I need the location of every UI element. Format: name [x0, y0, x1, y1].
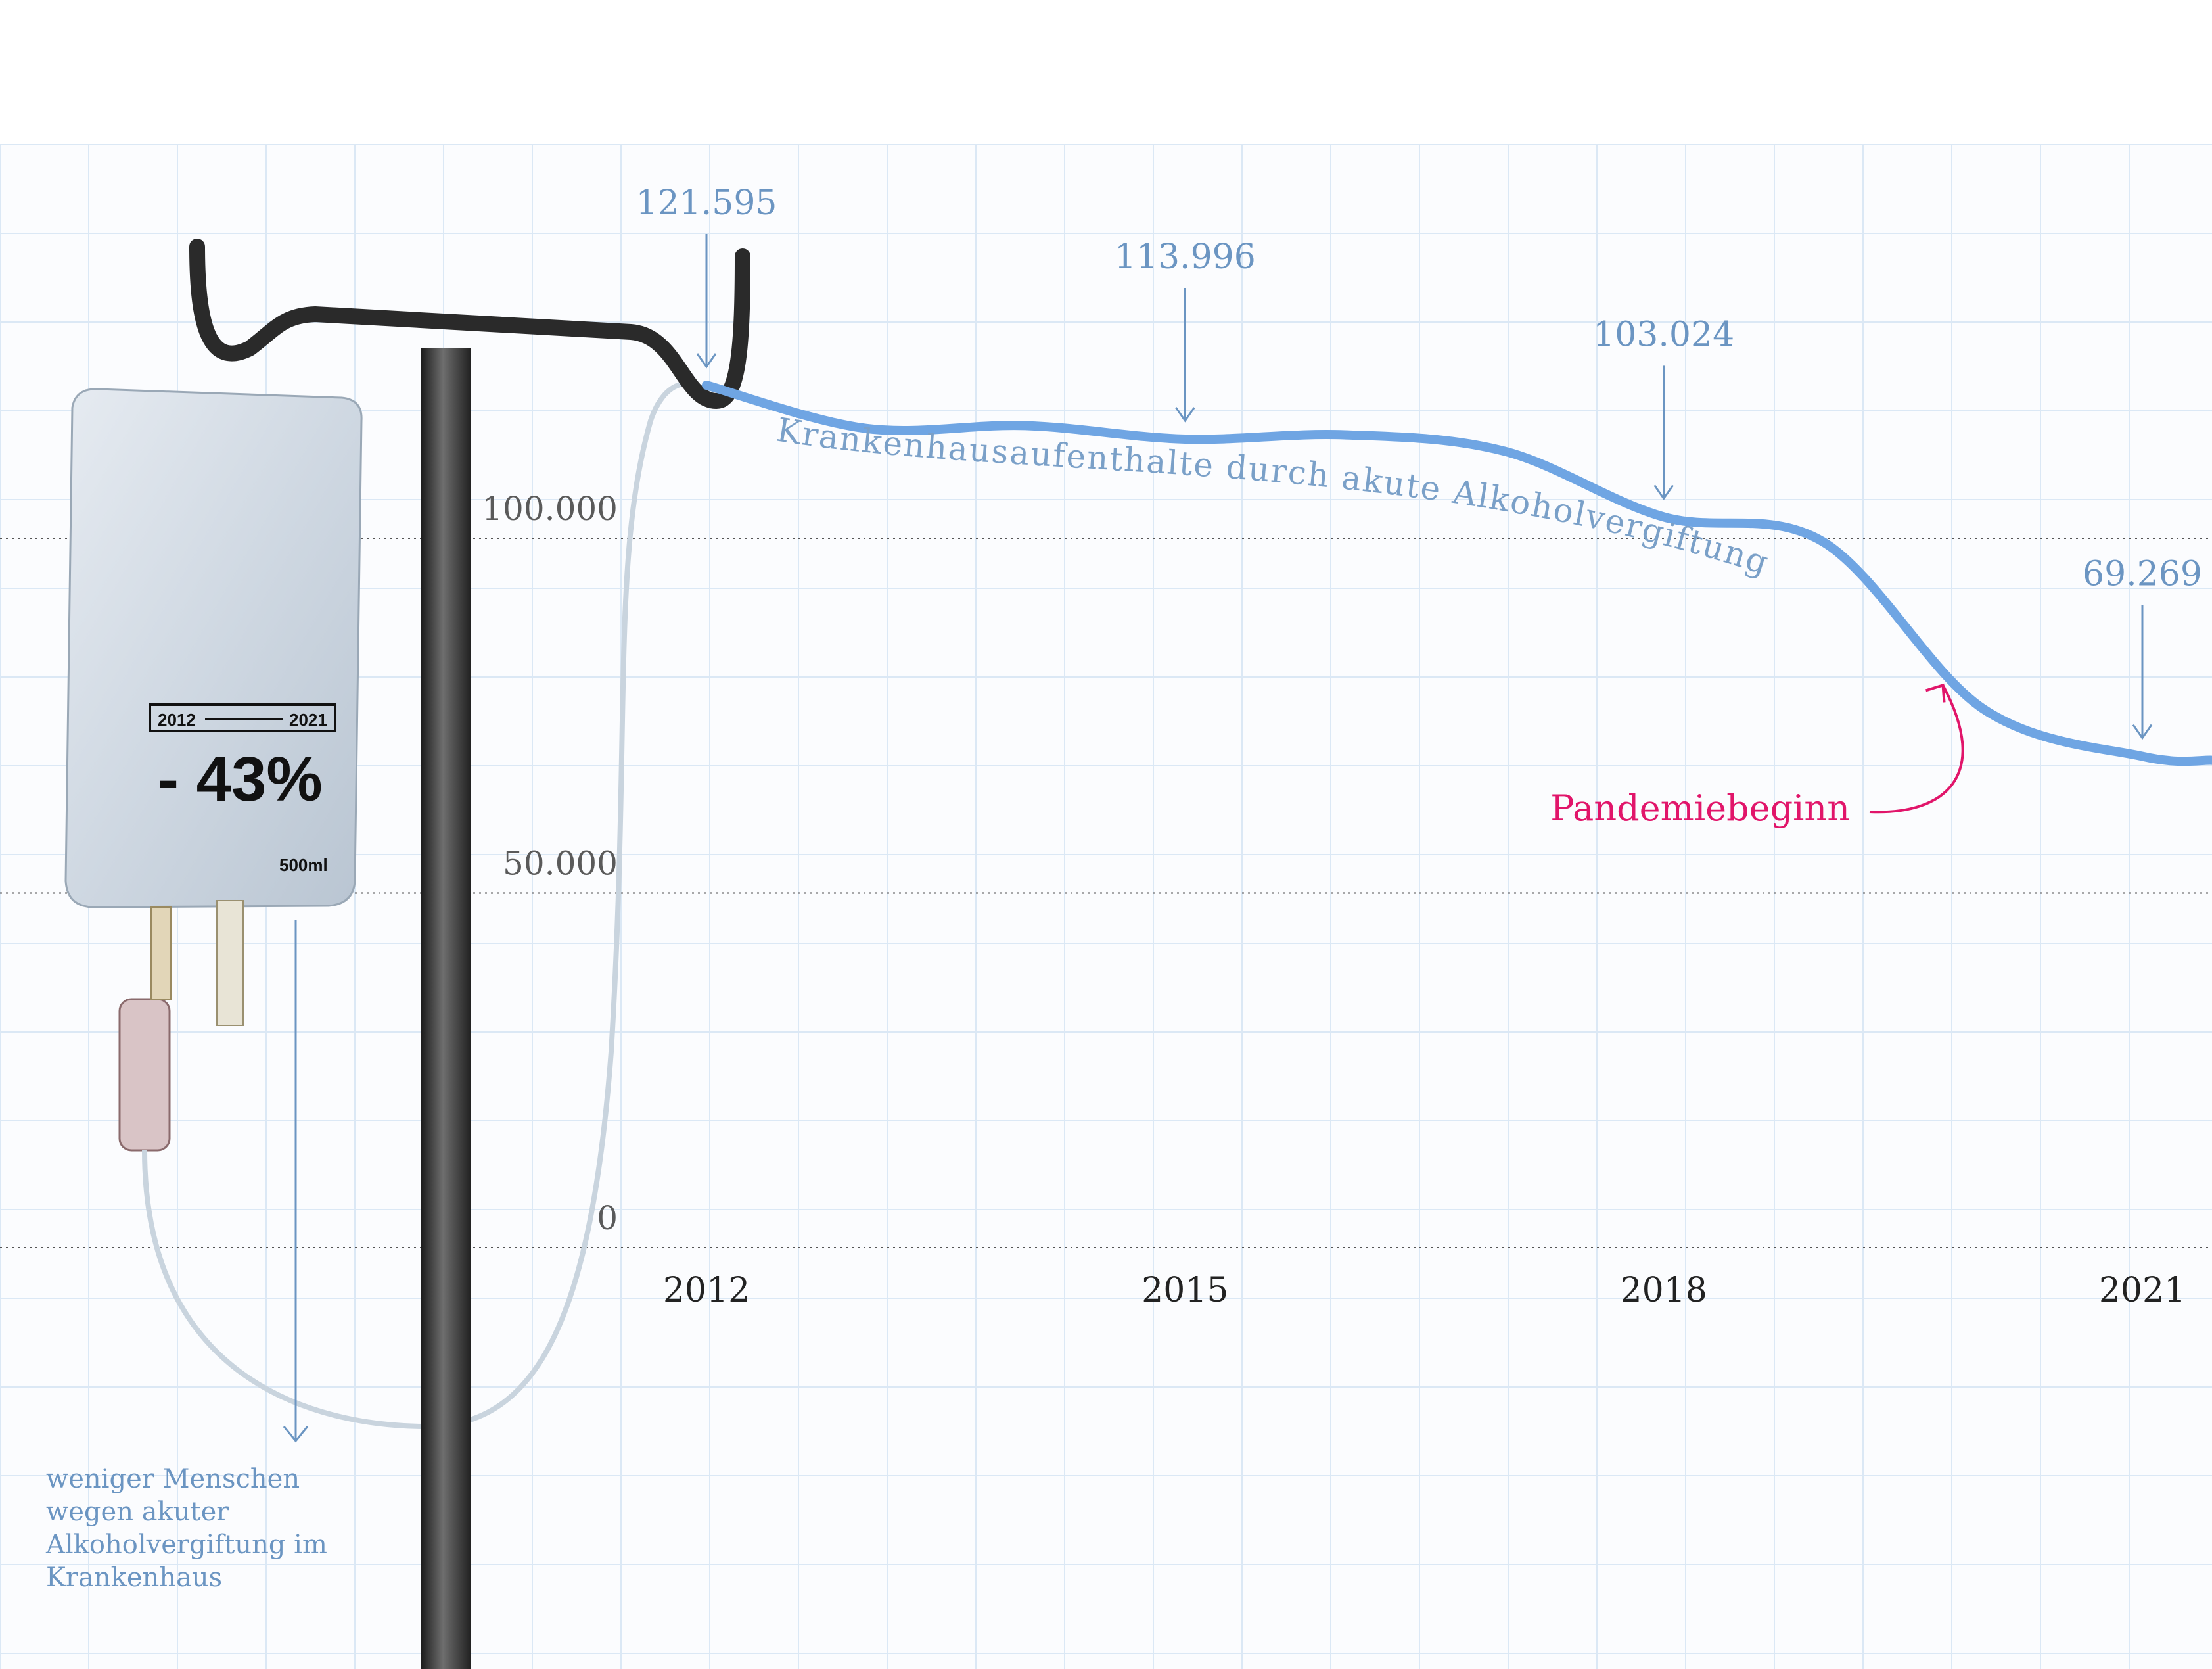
- y-tick-label: 50.000: [503, 845, 618, 883]
- pandemic-event: Pandemiebeginn: [1550, 683, 1964, 829]
- value-annotation: 113.996: [1115, 237, 1256, 423]
- annotation-label: 121.595: [635, 183, 777, 223]
- annotation-label: 103.024: [1593, 315, 1734, 354]
- x-tick-label: 2015: [1141, 1271, 1228, 1310]
- pole-hooks: [189, 239, 750, 410]
- y-tick-label: 0: [597, 1199, 618, 1237]
- bag-change-percent: - 43%: [158, 744, 323, 814]
- pole-stand: [421, 348, 471, 1669]
- annotation-label: 69.269: [2083, 555, 2202, 594]
- value-annotation: 121.595: [635, 183, 777, 369]
- event-arrow: [1869, 684, 1964, 814]
- value-annotation: 69.269: [2083, 555, 2202, 740]
- value-annotations: 121.595 113.996 103.024 69.269: [635, 183, 2202, 740]
- x-tick-label: 2018: [1620, 1271, 1707, 1310]
- x-tick-label: 2021: [2099, 1271, 2186, 1310]
- drip-chamber: [118, 998, 171, 1152]
- y-tick-labels: 0 50.000 100.000: [482, 490, 618, 1237]
- annotation-arrow-head: [1175, 407, 1195, 423]
- iv-tube: [142, 381, 712, 1430]
- y-tick-label: 100.000: [482, 490, 618, 528]
- chart-background: [0, 145, 2212, 1669]
- injection-port: [216, 900, 244, 1026]
- iv-bag-label-box: [149, 703, 336, 732]
- bag-range-end: 2021: [289, 710, 327, 730]
- iv-pole: [189, 239, 750, 1669]
- annotation-arrow-head: [696, 353, 717, 369]
- iv-bag: [64, 388, 363, 908]
- series-line: [702, 380, 2212, 766]
- x-tick-labels: 2012 2015 2018 2021: [663, 1271, 2186, 1310]
- note-text: weniger Menschen wegen akuter Alkoholver…: [46, 1464, 327, 1593]
- annotation-arrow-head: [1653, 484, 1674, 500]
- value-annotation: 103.024: [1593, 315, 1734, 500]
- iv-bag-illustration: 2012 2021 - 43% 500ml: [64, 381, 712, 1430]
- event-arrow-head: [1925, 683, 1946, 703]
- y-reference-lines: [0, 538, 2212, 1248]
- annotation-label: 113.996: [1115, 237, 1256, 277]
- x-tick-label: 2012: [663, 1271, 750, 1310]
- note-arrow: [283, 920, 309, 1443]
- annotation-arrow-head: [2132, 724, 2153, 740]
- chart-grid: [0, 144, 2212, 1669]
- drip-connector: [150, 906, 172, 1000]
- bag-range-start: 2012: [158, 710, 196, 730]
- bag-volume: 500ml: [279, 855, 328, 875]
- event-label: Pandemiebeginn: [1550, 787, 1850, 829]
